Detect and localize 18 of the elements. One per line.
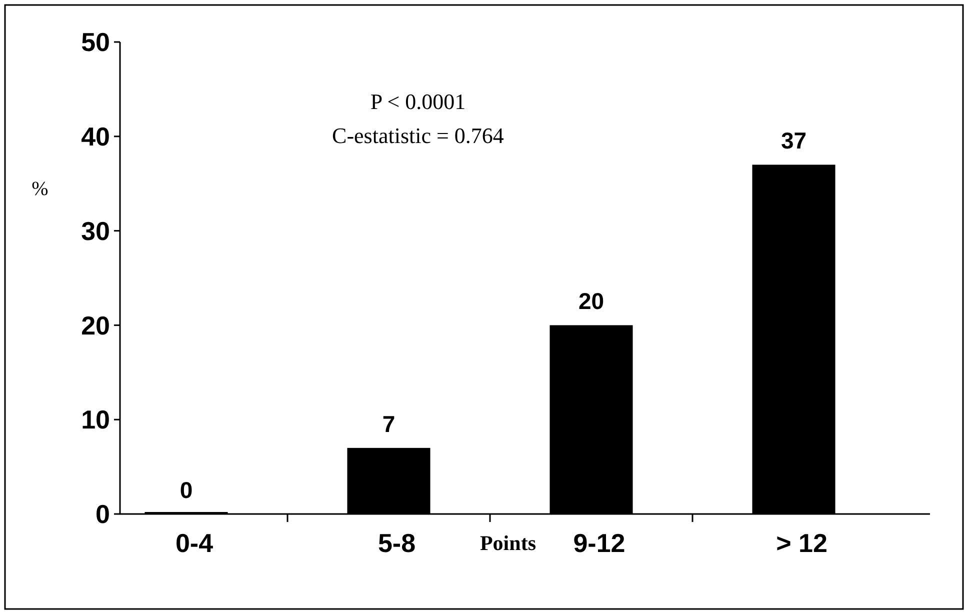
y-axis-title: %	[32, 178, 48, 200]
data-label: 37	[780, 128, 807, 154]
annotation: C-estatistic = 0.764	[332, 123, 504, 148]
x-tick-label: 9-12	[573, 528, 626, 558]
data-label: 0	[180, 477, 193, 503]
x-tick-label: 5-8	[378, 528, 416, 558]
y-tick-label: 30	[81, 216, 110, 246]
x-tick-label: > 12	[776, 528, 828, 558]
y-tick-label: 0	[96, 499, 110, 530]
data-label: 20	[578, 288, 604, 314]
data-label: 7	[382, 410, 396, 437]
annotation: P < 0.0001	[370, 89, 466, 114]
y-tick-label: 20	[81, 310, 110, 340]
y-tick-label: 10	[81, 404, 110, 435]
y-tick-label: 50	[81, 27, 110, 58]
x-axis-title: Points	[480, 531, 536, 555]
y-tick-label: 40	[81, 122, 110, 152]
x-tick-label: 0-4	[175, 528, 214, 558]
